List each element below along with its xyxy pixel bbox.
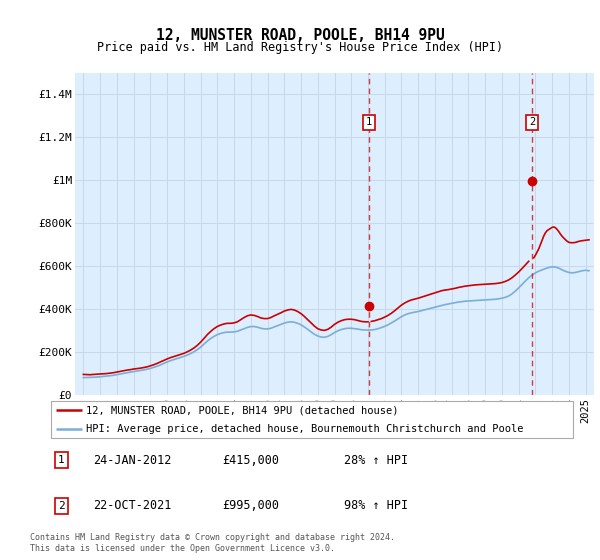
Text: 24-JAN-2012: 24-JAN-2012 xyxy=(93,454,171,467)
Text: HPI: Average price, detached house, Bournemouth Christchurch and Poole: HPI: Average price, detached house, Bour… xyxy=(86,424,524,433)
Text: 12, MUNSTER ROAD, POOLE, BH14 9PU (detached house): 12, MUNSTER ROAD, POOLE, BH14 9PU (detac… xyxy=(86,405,398,415)
Text: 12, MUNSTER ROAD, POOLE, BH14 9PU: 12, MUNSTER ROAD, POOLE, BH14 9PU xyxy=(155,28,445,43)
Text: 2: 2 xyxy=(529,117,535,127)
Text: £415,000: £415,000 xyxy=(222,454,279,467)
Text: 98% ↑ HPI: 98% ↑ HPI xyxy=(344,499,408,512)
Text: 1: 1 xyxy=(366,117,372,127)
Text: 1: 1 xyxy=(58,455,65,465)
FancyBboxPatch shape xyxy=(50,401,574,438)
Text: 22-OCT-2021: 22-OCT-2021 xyxy=(93,499,171,512)
Text: Price paid vs. HM Land Registry's House Price Index (HPI): Price paid vs. HM Land Registry's House … xyxy=(97,40,503,54)
Text: £995,000: £995,000 xyxy=(222,499,279,512)
Text: 28% ↑ HPI: 28% ↑ HPI xyxy=(344,454,408,467)
Text: 2: 2 xyxy=(58,501,65,511)
Text: Contains HM Land Registry data © Crown copyright and database right 2024.
This d: Contains HM Land Registry data © Crown c… xyxy=(30,534,395,553)
